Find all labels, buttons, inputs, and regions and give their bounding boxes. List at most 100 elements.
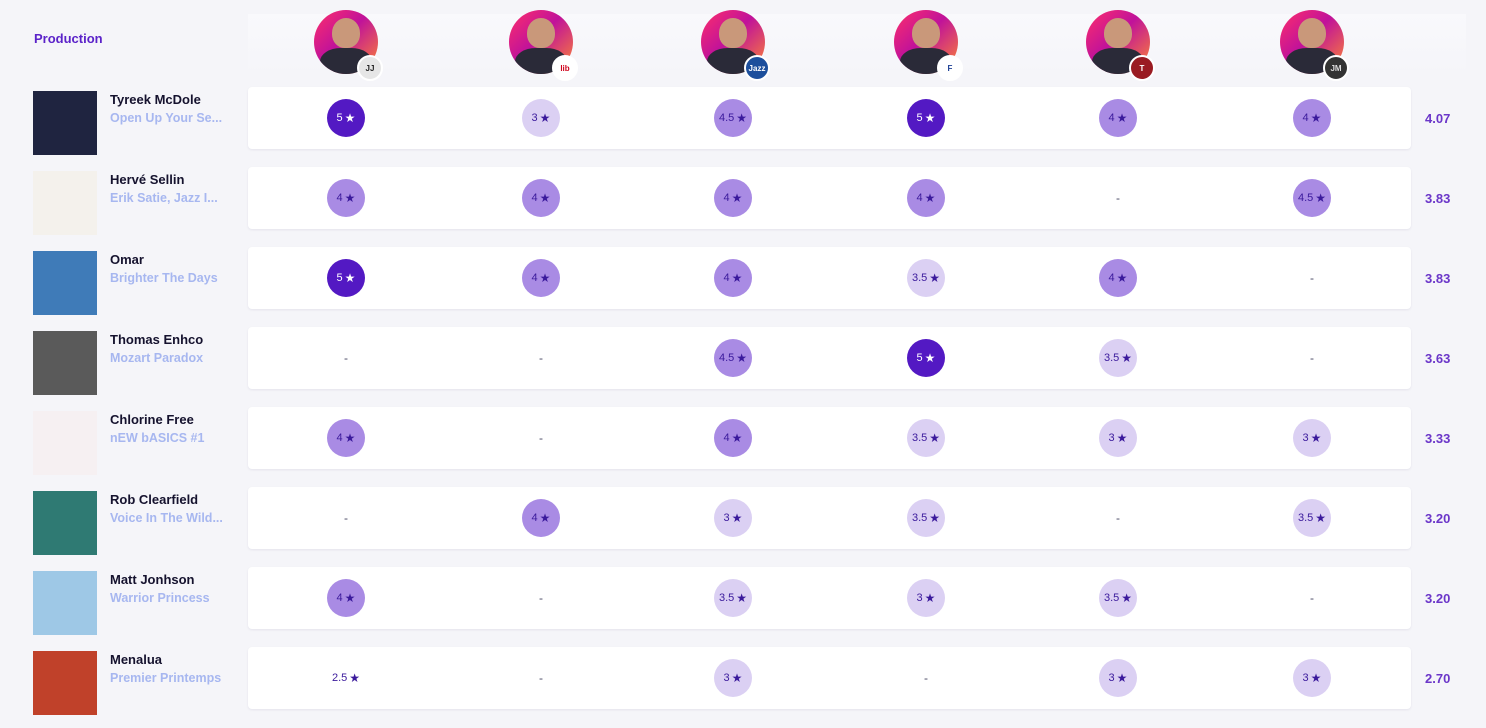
artist-name[interactable]: Chlorine Free xyxy=(110,412,194,427)
artist-name[interactable]: Rob Clearfield xyxy=(110,492,199,507)
rating-badge[interactable]: 4 ★ xyxy=(327,179,365,217)
rating-badge[interactable]: 3.5 ★ xyxy=(1099,579,1137,617)
artist-name[interactable]: Matt Jonhson xyxy=(110,572,195,587)
rating-badge[interactable]: 4 ★ xyxy=(327,419,365,457)
ratings-card: 5 ★ 3 ★ 4.5 ★ 5 ★ 4 ★ 4 ★ xyxy=(248,87,1411,149)
rating-badge[interactable]: 3.5 ★ xyxy=(1099,339,1137,377)
rating-badge[interactable]: 4 ★ xyxy=(714,419,752,457)
critic-avatar-3[interactable]: Jazz xyxy=(701,10,770,81)
rating-badge[interactable]: 3 ★ xyxy=(522,99,560,137)
rating-badge[interactable]: 3 ★ xyxy=(1293,419,1331,457)
album-title[interactable]: Mozart Paradox xyxy=(110,351,204,365)
album-title[interactable]: Warrior Princess xyxy=(110,591,210,605)
rating-badge[interactable]: 5 ★ xyxy=(907,339,945,377)
album-cover[interactable] xyxy=(33,571,97,635)
rating-value: 3.5 xyxy=(911,272,928,284)
album-row[interactable]: Hervé Sellin Erik Satie, Jazz I... 4 ★ 4 ★ 4 ★ 4… xyxy=(0,167,1486,236)
star-icon: ★ xyxy=(731,511,743,525)
critic-avatar-1[interactable]: JJ xyxy=(314,10,383,81)
no-rating: - xyxy=(539,671,543,685)
artist-name[interactable]: Omar xyxy=(110,252,144,267)
album-row[interactable]: Thomas Enhco Mozart Paradox - -4.5 ★ 5 ★ 3.5 ★ -3… xyxy=(0,327,1486,396)
album-cover[interactable] xyxy=(33,171,97,235)
rating-badge[interactable]: 4 ★ xyxy=(714,179,752,217)
rating-badge[interactable]: 4 ★ xyxy=(907,179,945,217)
rating-badge[interactable]: 3 ★ xyxy=(714,659,752,697)
rating-badge[interactable]: 4 ★ xyxy=(1099,259,1137,297)
rating-badge[interactable]: 3.5 ★ xyxy=(907,419,945,457)
album-cover[interactable] xyxy=(33,251,97,315)
outlet-logo-badge: JM xyxy=(1323,55,1349,81)
ratings-card: 4 ★ -3.5 ★ 3 ★ 3.5 ★ - xyxy=(248,567,1411,629)
album-row[interactable]: Matt Jonhson Warrior Princess 4 ★ -3.5 ★ 3 ★ 3.5… xyxy=(0,567,1486,636)
rating-value: 4 xyxy=(1108,272,1115,284)
rating-cell: - xyxy=(249,327,443,389)
album-cover[interactable] xyxy=(33,91,97,155)
artist-name[interactable]: Menalua xyxy=(110,652,163,667)
rating-badge[interactable]: 4 ★ xyxy=(327,579,365,617)
rating-cell: 3 ★ xyxy=(1215,407,1409,469)
rating-badge[interactable]: 3.5 ★ xyxy=(907,259,945,297)
rating-cell: 3 ★ xyxy=(1021,647,1215,709)
star-icon: ★ xyxy=(344,191,356,205)
album-row[interactable]: Tyreek McDole Open Up Your Se... 5 ★ 3 ★ 4.5 ★ 5… xyxy=(0,87,1486,156)
album-title[interactable]: Open Up Your Se... xyxy=(110,111,223,125)
rating-badge[interactable]: 4 ★ xyxy=(714,259,752,297)
critic-avatar-5[interactable]: T xyxy=(1086,10,1155,81)
album-cover[interactable] xyxy=(33,491,97,555)
rating-badge[interactable]: 4.5 ★ xyxy=(714,99,752,137)
rating-badge[interactable]: 3 ★ xyxy=(1099,659,1137,697)
critic-avatar-4[interactable]: F xyxy=(894,10,963,81)
artist-name[interactable]: Tyreek McDole xyxy=(110,92,201,107)
rating-badge[interactable]: 5 ★ xyxy=(327,99,365,137)
rating-cell: 3 ★ xyxy=(444,87,638,149)
critic-avatar-6[interactable]: JM xyxy=(1280,10,1349,81)
rating-value: 4.5 xyxy=(1297,192,1314,204)
rating-badge[interactable]: 3.5 ★ xyxy=(714,579,752,617)
rating-badge[interactable]: 4 ★ xyxy=(522,179,560,217)
rating-cell: 4 ★ xyxy=(249,567,443,629)
album-row[interactable]: Rob Clearfield Voice In The Wild... -4 ★ 3 ★ 3… xyxy=(0,487,1486,556)
rating-badge[interactable]: 3 ★ xyxy=(714,499,752,537)
critic-photo xyxy=(509,10,573,74)
rating-badge[interactable]: 3 ★ xyxy=(1099,419,1137,457)
rating-badge[interactable]: 4 ★ xyxy=(1293,99,1331,137)
album-cover[interactable] xyxy=(33,331,97,395)
album-cover[interactable] xyxy=(33,411,97,475)
album-title[interactable]: Premier Printemps xyxy=(110,671,222,685)
album-title[interactable]: Erik Satie, Jazz I... xyxy=(110,191,218,205)
album-title[interactable]: nEW bASICS #1 xyxy=(110,431,205,445)
star-icon: ★ xyxy=(349,671,361,685)
rating-badge[interactable]: 4.5 ★ xyxy=(1293,179,1331,217)
artist-name[interactable]: Thomas Enhco xyxy=(110,332,204,347)
star-icon: ★ xyxy=(1310,111,1322,125)
rating-badge[interactable]: 3.5 ★ xyxy=(1293,499,1331,537)
rating-badge[interactable]: 5 ★ xyxy=(327,259,365,297)
album-row[interactable]: Chlorine Free nEW bASICS #1 4 ★ -4 ★ 3.5 ★ 3 ★ 3 ★ 3… xyxy=(0,407,1486,476)
album-row[interactable]: Omar Brighter The Days 5 ★ 4 ★ 4 ★ 3.5 ★ 4 ★ -3.83 xyxy=(0,247,1486,316)
ratings-card: 4 ★ 4 ★ 4 ★ 4 ★ -4.5 ★ xyxy=(248,167,1411,229)
star-icon: ★ xyxy=(731,191,743,205)
album-cover[interactable] xyxy=(33,651,97,715)
no-rating: - xyxy=(1310,351,1314,365)
rating-badge[interactable]: 4 ★ xyxy=(522,499,560,537)
rating-badge[interactable]: 4.5 ★ xyxy=(714,339,752,377)
rating-badge[interactable]: 5 ★ xyxy=(907,99,945,137)
rating-badge[interactable]: 4 ★ xyxy=(522,259,560,297)
album-row[interactable]: Menalua Premier Printemps 2.5 ★ -3 ★ -3 ★ 3 ★ 2.70 xyxy=(0,647,1486,716)
rating-badge[interactable]: 2.5 ★ xyxy=(327,659,365,697)
rating-badge[interactable]: 3 ★ xyxy=(907,579,945,617)
average-score: 3.20 xyxy=(1425,591,1451,606)
critic-avatar-2[interactable]: lib xyxy=(509,10,578,81)
artist-name[interactable]: Hervé Sellin xyxy=(110,172,185,187)
star-icon: ★ xyxy=(1116,111,1128,125)
rating-cell: 3.5 ★ xyxy=(1021,567,1215,629)
rating-cell: 4 ★ xyxy=(829,167,1023,229)
rating-badge[interactable]: 3.5 ★ xyxy=(907,499,945,537)
star-icon: ★ xyxy=(539,111,551,125)
rating-badge[interactable]: 4 ★ xyxy=(1099,99,1137,137)
album-title[interactable]: Brighter The Days xyxy=(110,271,218,285)
rating-value: 3 xyxy=(1108,432,1115,444)
album-title[interactable]: Voice In The Wild... xyxy=(110,511,223,525)
rating-badge[interactable]: 3 ★ xyxy=(1293,659,1331,697)
